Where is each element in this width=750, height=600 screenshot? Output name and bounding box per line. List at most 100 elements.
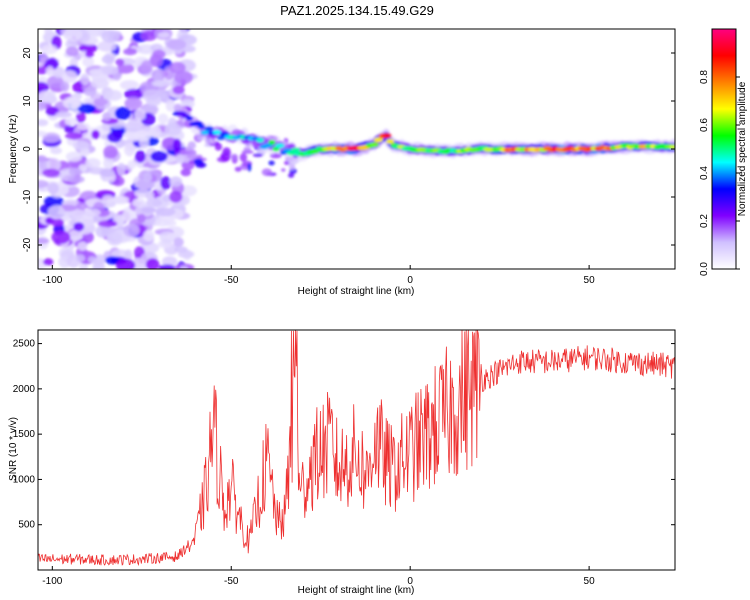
heatmap-noise-cell — [124, 88, 144, 100]
heatmap-noise-cell — [38, 90, 53, 103]
colorbar-ticks: 0.0 0.2 0.4 0.6 0.8 — [699, 70, 740, 276]
heatmap-noise-cell — [132, 198, 146, 208]
heatmap-noise-cell — [63, 29, 83, 42]
heatmap-scatter-cell — [185, 146, 192, 152]
heatmap-noise-cell — [42, 132, 61, 143]
heatmap-ridge-cell — [173, 103, 182, 113]
y-tick-label: 500 — [18, 520, 35, 531]
heatmap-noise-cell — [91, 129, 100, 140]
y-tick-label: 0 — [22, 146, 33, 152]
heatmap-noise-cell — [97, 40, 117, 52]
heatmap-noise-cell — [47, 182, 59, 195]
spectrogram-y-label: Frequency (Hz) — [8, 115, 19, 184]
heatmap-noise-cell — [146, 198, 163, 208]
heatmap-noise-cell — [65, 46, 79, 57]
heatmap-noise-cell — [76, 254, 86, 263]
heatmap-noise-cell — [91, 258, 105, 265]
x-tick-label: -100 — [42, 576, 62, 587]
heatmap-ridge-cell — [268, 140, 276, 145]
heatmap-noise-cell — [65, 39, 78, 49]
heatmap-noise-cell — [152, 49, 166, 59]
heatmap-noise-cell — [103, 145, 118, 159]
heatmap-noise-cell — [45, 65, 55, 76]
snr-series-line — [38, 330, 675, 566]
y-tick-label: 1500 — [13, 429, 36, 440]
x-tick-label: -50 — [224, 275, 239, 286]
heatmap-noise-cell — [114, 106, 131, 120]
heatmap-noise-cell — [164, 123, 182, 136]
heatmap-noise-cell — [43, 258, 54, 266]
heatmap-noise-cell — [38, 130, 48, 137]
spectrogram-heatmap — [38, 29, 675, 269]
y-tick-label: -20 — [22, 237, 33, 252]
heatmap-noise-cell — [162, 256, 178, 267]
heatmap-noise-cell — [121, 210, 133, 222]
heatmap-noise-cell — [102, 112, 111, 122]
snr-frame — [37, 329, 676, 571]
heatmap-noise-cell — [173, 237, 184, 247]
heatmap-noise-cell — [101, 195, 115, 204]
snr-x-label: Height of straight line (km) — [298, 585, 415, 596]
heatmap-ridge-cell — [212, 129, 222, 135]
heatmap-noise-cell — [45, 106, 59, 117]
heatmap-noise-cell — [38, 100, 46, 111]
heatmap-noise-cell — [75, 111, 86, 123]
snr-plot-area — [38, 330, 675, 570]
x-tick-label: -100 — [42, 275, 62, 286]
heatmap-noise-cell — [38, 52, 48, 64]
heatmap-noise-cell — [180, 168, 192, 177]
heatmap-ridge-cell — [216, 135, 225, 141]
spectrogram-y-ticks: -20 -10 0 10 20 — [22, 47, 675, 252]
heatmap-noise-cell — [38, 180, 49, 188]
heatmap-noise-cell — [77, 241, 88, 251]
heatmap-noise-cell — [68, 230, 82, 241]
colorbar-tick-label: 0.6 — [699, 118, 710, 132]
heatmap-noise-cell — [151, 68, 165, 82]
colorbar-tick-label: 0.8 — [699, 70, 710, 84]
heatmap-noise-cell — [124, 142, 135, 157]
heatmap-noise-cell — [162, 194, 172, 202]
heatmap-noise-cell — [152, 80, 173, 87]
heatmap-noise-cell — [123, 223, 140, 237]
heatmap-noise-cell — [77, 103, 96, 114]
heatmap-ridge-cell — [291, 147, 301, 153]
heatmap-noise-cell — [169, 61, 186, 74]
heatmap-noise-cell — [115, 258, 136, 269]
heatmap-noise-cell — [123, 132, 142, 140]
heatmap-noise-cell — [136, 44, 156, 55]
y-tick-label: 2500 — [13, 339, 36, 350]
heatmap-noise-cell — [44, 29, 53, 36]
heatmap-noise-cell — [93, 98, 109, 106]
heatmap-noise-cell — [38, 155, 47, 163]
heatmap-scatter-cell — [288, 172, 295, 178]
heatmap-ridge-cell — [185, 115, 194, 121]
heatmap-noise-cell — [145, 258, 160, 269]
heatmap-noise-cell — [72, 140, 90, 151]
heatmap-ridge-cell — [256, 137, 265, 143]
heatmap-noise-cell — [51, 218, 64, 227]
heatmap-noise-cell — [116, 162, 126, 176]
heatmap-noise-cell — [82, 56, 95, 67]
heatmap-scatter-cell — [193, 158, 203, 165]
heatmap-noise-cell — [179, 265, 188, 269]
snr-y-ticks: 500 1000 1500 2000 2500 — [13, 339, 675, 531]
heatmap-scatter-cell — [234, 166, 242, 172]
heatmap-ridge-cell — [200, 130, 210, 136]
heatmap-noise-cell — [169, 190, 183, 203]
heatmap-noise-cell — [145, 191, 155, 201]
heatmap-noise-cell — [85, 50, 94, 58]
heatmap-noise-cell — [38, 81, 50, 94]
heatmap-noise-cell — [157, 32, 170, 38]
heatmap-noise-cell — [101, 55, 115, 64]
heatmap-noise-cell — [86, 29, 106, 37]
heatmap-noise-cell — [169, 176, 183, 187]
heatmap-noise-cell — [38, 119, 49, 127]
heatmap-noise-cell — [85, 158, 101, 169]
heatmap-noise-cell — [155, 207, 176, 217]
heatmap-noise-cell — [60, 81, 70, 92]
colorbar: 0.0 0.2 0.4 0.6 0.8 Normalized spectral ampl… — [699, 28, 748, 276]
heatmap-noise-cell — [140, 207, 157, 213]
heatmap-noise-cell — [83, 86, 97, 97]
heatmap-noise-cell — [101, 65, 119, 75]
